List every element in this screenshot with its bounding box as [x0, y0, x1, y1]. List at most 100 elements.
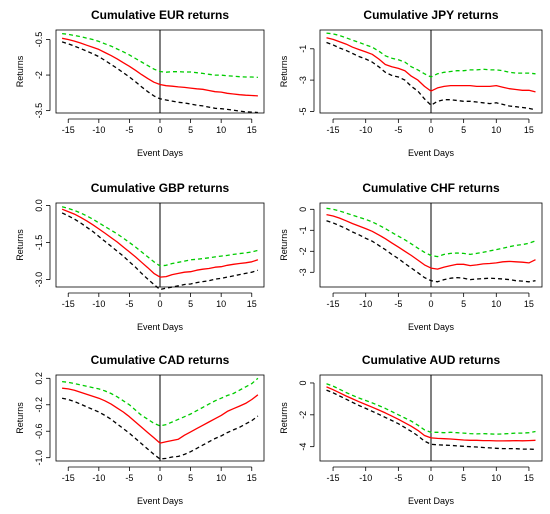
series-line-upper-band [326, 207, 536, 258]
x-tick-label: -15 [327, 125, 340, 135]
x-tick-label: -15 [62, 473, 75, 483]
chart-title: Cumulative GBP returns [91, 181, 230, 195]
x-axis: -15 -10 -5 0 5 10 15 [62, 466, 257, 483]
x-tick-label: -5 [125, 473, 133, 483]
chart-panel-1: Cumulative EUR returns -15 -10 -5 0 5 10 15 Even… [15, 8, 265, 158]
x-axis-label: Event Days [137, 496, 184, 506]
x-tick-label: 15 [524, 299, 534, 309]
y-tick-label: -0.6 [34, 423, 44, 439]
x-tick-label: 15 [524, 125, 534, 135]
x-tick-label: -5 [125, 299, 133, 309]
y-tick-label: 0 [298, 380, 308, 385]
chart-panel-6: Cumulative AUD returns -15 -10 -5 0 5 10 15 Even… [279, 353, 543, 506]
chart-title: Cumulative EUR returns [91, 8, 229, 22]
y-axis: 0.0 -1.5 -3.0 [34, 199, 51, 288]
x-axis: -15 -10 -5 0 5 10 15 [327, 118, 534, 135]
y-tick-label: -1 [298, 226, 308, 234]
chart-panel-4: Cumulative CHF returns-15 -10 -5 0 5 10 15Even… [279, 181, 543, 332]
chart-panel-2: Cumulative JPY returns -15 -10 -5 0 5 10 15 Even… [279, 8, 543, 158]
x-tick-label: 15 [524, 473, 534, 483]
x-axis-label: Event Days [408, 148, 455, 158]
x-tick-label: -10 [92, 125, 105, 135]
x-tick-label: -5 [394, 299, 402, 309]
x-tick-label: 5 [461, 473, 466, 483]
x-tick-label: 10 [491, 473, 501, 483]
y-axis-label: Returns [15, 55, 25, 87]
y-tick-label: -0.5 [34, 32, 44, 48]
x-tick-label: 5 [188, 299, 193, 309]
y-tick-label: -1 [298, 45, 308, 53]
series-line-upper-band [62, 32, 258, 79]
y-axis: 0 -2 -4 [298, 380, 315, 451]
y-tick-label: -0.2 [34, 397, 44, 413]
y-tick-label: 0.2 [34, 372, 44, 385]
y-tick-label: -3 [298, 268, 308, 276]
x-tick-label: -15 [62, 125, 75, 135]
series-line-upper-band [326, 383, 536, 435]
x-tick-label: -15 [327, 299, 340, 309]
x-axis-label: Event Days [408, 322, 455, 332]
x-axis-label: Event Days [137, 322, 184, 332]
series-line-mean [61, 208, 259, 278]
x-tick-label: -5 [394, 473, 402, 483]
x-axis: -15 -10 -5 0 5 10 15 [327, 466, 534, 483]
series-line-lower-band [61, 41, 258, 114]
y-tick-label: 0 [298, 207, 308, 212]
x-tick-label: 15 [247, 299, 257, 309]
x-tick-label: -10 [359, 473, 372, 483]
x-tick-label: 5 [461, 299, 466, 309]
x-tick-label: 0 [428, 125, 433, 135]
series-line-lower-band [326, 220, 536, 283]
y-tick-label: -2 [34, 71, 44, 79]
y-axis-label: Returns [279, 402, 289, 434]
x-tick-label: -10 [92, 473, 105, 483]
y-tick-label: -3.5 [34, 103, 44, 119]
x-axis: -15 -10 -5 0 5 10 15 [62, 292, 257, 309]
series-line-mean [326, 37, 536, 93]
y-tick-label: -1.5 [34, 235, 44, 251]
x-tick-label: -10 [359, 299, 372, 309]
x-tick-label: 0 [157, 473, 162, 483]
x-axis-label: Event Days [408, 496, 455, 506]
x-tick-label: -5 [394, 125, 402, 135]
chart-title: Cumulative AUD returns [362, 353, 501, 367]
x-tick-label: 15 [247, 125, 257, 135]
y-tick-label: -3.0 [34, 272, 44, 288]
y-tick-label: -1.0 [34, 450, 44, 466]
x-tick-label: 5 [188, 125, 193, 135]
chart-panel-5: Cumulative CAD returns -15 -10 -5 0 5 10 15 Even… [15, 353, 265, 506]
series-line-mean [61, 37, 258, 97]
x-axis-label: Event Days [137, 148, 184, 158]
x-tick-label: 0 [428, 473, 433, 483]
x-axis: -15 -10 -5 0 5 10 15 [62, 118, 257, 135]
x-tick-label: 10 [216, 473, 226, 483]
y-axis-label: Returns [279, 55, 289, 87]
y-axis: -0.5 -2 -3.5 [34, 32, 51, 119]
x-tick-label: -15 [62, 299, 75, 309]
y-tick-label: -5 [298, 107, 308, 115]
x-tick-label: 0 [428, 299, 433, 309]
x-tick-label: 15 [247, 473, 257, 483]
x-tick-label: 10 [216, 125, 226, 135]
y-tick-label: -3 [298, 76, 308, 84]
y-axis-label: Returns [15, 402, 25, 434]
chart-panel-3: Cumulative GBP returns -15 -10 -5 0 5 10 15 Even… [15, 181, 265, 332]
y-tick-label: -2 [298, 247, 308, 255]
series-line-lower-band [61, 212, 259, 291]
y-axis-label: Returns [279, 229, 289, 261]
series-line-mean [326, 386, 536, 442]
x-tick-label: 10 [491, 299, 501, 309]
series-line-mean [62, 387, 259, 444]
series-line-mean [326, 213, 536, 270]
y-axis: -1 -3 -5 [298, 45, 315, 115]
x-tick-label: -10 [359, 125, 372, 135]
y-tick-label: -4 [298, 443, 308, 451]
x-tick-label: -5 [125, 125, 133, 135]
series-line-upper-band [61, 206, 259, 267]
x-tick-label: 5 [461, 125, 466, 135]
chart-title: Cumulative CHF returns [362, 181, 500, 195]
y-axis: 0 -1 -2 -3 [298, 207, 315, 276]
x-axis: -15 -10 -5 0 5 10 15 [327, 292, 534, 309]
x-tick-label: 0 [157, 125, 162, 135]
